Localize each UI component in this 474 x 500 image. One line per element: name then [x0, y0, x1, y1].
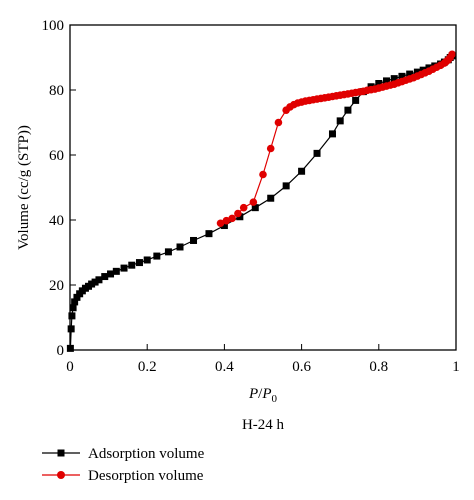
x-axis-title-slash: / — [258, 386, 263, 402]
x-axis-title-main: P — [248, 386, 258, 402]
data-point-desorption — [222, 216, 231, 225]
y-tick-label: 20 — [49, 278, 64, 294]
data-point-adsorption — [101, 273, 109, 281]
data-point-adsorption — [406, 70, 414, 78]
legend-item-desorption: Desorption volume — [42, 468, 204, 484]
plot-frame — [69, 24, 457, 351]
data-point-adsorption — [383, 77, 391, 85]
data-point-adsorption — [71, 298, 79, 306]
data-point-adsorption — [164, 248, 172, 256]
x-tick-label: 1 — [452, 359, 460, 375]
data-point-desorption — [216, 219, 225, 228]
data-marks — [66, 50, 456, 352]
y-tick-label: 60 — [49, 148, 64, 164]
data-point-adsorption — [336, 117, 344, 125]
data-point-adsorption — [413, 68, 421, 76]
data-point-adsorption — [375, 80, 383, 87]
data-point-adsorption — [190, 236, 198, 244]
data-point-adsorption — [205, 230, 213, 238]
axis-ticks: 0 0.2 0.4 0.6 0.8 1 0 20 40 60 80 100 — [42, 18, 460, 375]
data-point-adsorption — [67, 325, 75, 333]
data-point-adsorption — [95, 276, 103, 284]
data-point-desorption — [234, 209, 242, 218]
y-tick-label: 40 — [49, 213, 64, 229]
data-point-adsorption — [107, 270, 115, 278]
data-point-desorption — [239, 203, 248, 212]
data-point-desorption — [266, 144, 275, 153]
data-point-adsorption — [91, 278, 99, 286]
data-point-adsorption — [153, 252, 161, 260]
data-point-desorption — [249, 198, 258, 206]
data-point-adsorption — [282, 182, 290, 190]
x-tick-label: 0.4 — [215, 359, 234, 375]
legend-marker-adsorption — [57, 449, 65, 457]
data-point-adsorption — [68, 312, 76, 320]
y-tick-label: 80 — [49, 83, 64, 99]
legend: Adsorption volume Desorption volume — [42, 446, 205, 484]
legend-marker-desorption — [57, 471, 65, 479]
y-tick-label: 0 — [57, 343, 65, 359]
data-point-adsorption — [398, 72, 406, 80]
data-point-adsorption — [128, 261, 136, 269]
x-tick-label: 0.2 — [138, 359, 157, 375]
series-line-adsorption — [69, 55, 453, 349]
data-point-adsorption — [328, 130, 336, 138]
data-point-desorption — [259, 170, 267, 179]
x-tick-label: 0.6 — [292, 359, 311, 375]
data-point-adsorption — [120, 264, 128, 272]
x-axis-title-sub-main: P — [261, 386, 271, 402]
data-point-adsorption — [267, 194, 275, 202]
data-point-adsorption — [251, 204, 259, 212]
data-point-adsorption — [313, 149, 321, 157]
data-point-desorption — [274, 118, 283, 127]
data-point-adsorption — [220, 222, 228, 230]
chart-subtitle: H-24 h — [242, 417, 285, 433]
legend-label-adsorption: Adsorption volume — [88, 446, 205, 462]
x-axis-title-subscript: 0 — [272, 393, 278, 405]
data-point-adsorption — [298, 167, 306, 175]
legend-item-adsorption: Adsorption volume — [42, 446, 205, 462]
data-point-desorption — [228, 214, 236, 223]
data-point-adsorption — [344, 106, 352, 114]
y-tick-label: 100 — [42, 18, 65, 34]
x-tick-label: 0 — [66, 359, 74, 375]
data-point-adsorption — [352, 96, 360, 104]
data-point-adsorption — [390, 75, 398, 83]
y-axis-title: Volume (cc/g (STP)) — [16, 125, 32, 250]
data-point-adsorption — [73, 293, 81, 301]
data-point-adsorption — [112, 267, 120, 275]
data-point-adsorption — [143, 256, 151, 264]
data-point-adsorption — [176, 243, 184, 251]
data-point-desorption — [282, 106, 290, 114]
data-point-adsorption — [135, 259, 143, 267]
data-point-adsorption — [69, 304, 77, 312]
legend-label-desorption: Desorption volume — [88, 468, 204, 484]
x-axis-title: P/P0 — [248, 386, 278, 405]
x-tick-label: 0.8 — [369, 359, 388, 375]
